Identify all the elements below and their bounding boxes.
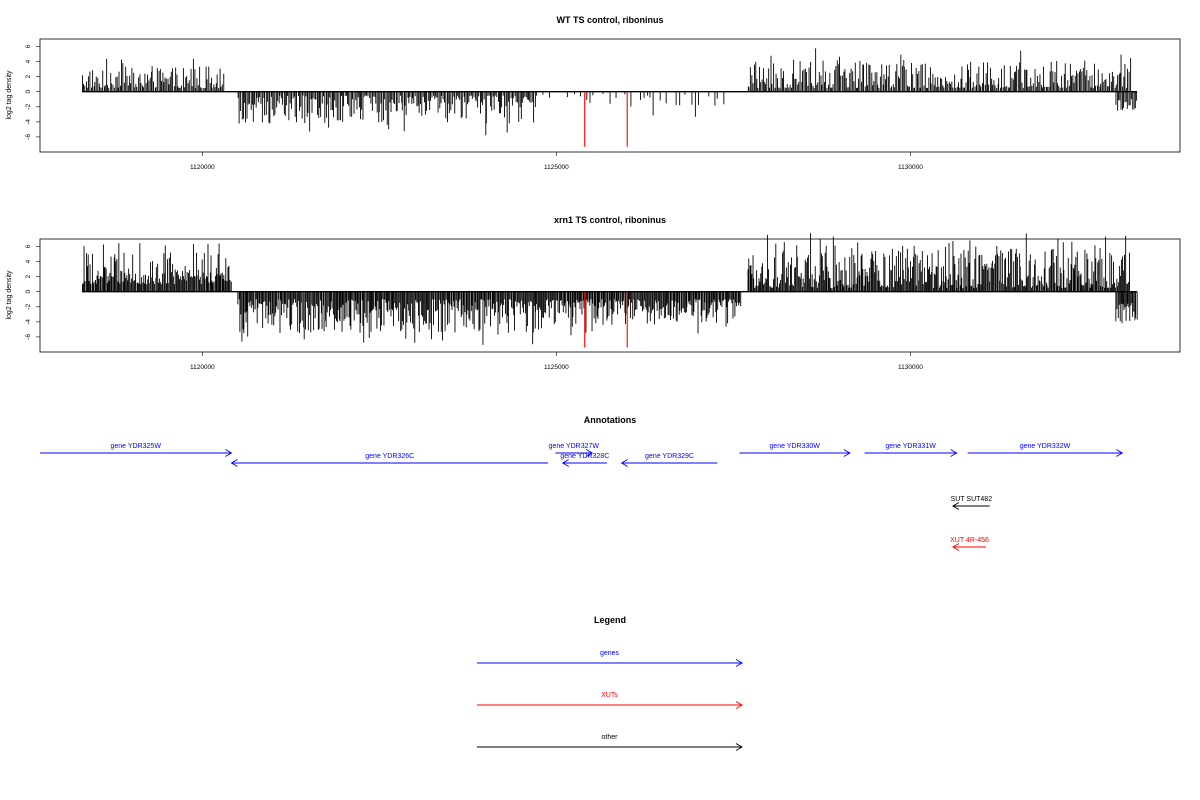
annotation-feature: gene YDR331W	[864, 443, 958, 457]
feature-label: gene YDR326C	[365, 453, 414, 460]
panel-xrn1-y-axis: -6 -4 -2 0 2 4 6	[25, 244, 40, 340]
y-tick-label: -4	[25, 319, 32, 325]
panel-xrn1-title: xrn1 TS control, riboninus	[554, 215, 666, 225]
panel-xrn1-frame	[39, 238, 1181, 353]
y-tick-label: 4	[25, 259, 32, 263]
panel-wt-ylabel: log2 tag density	[6, 70, 13, 120]
annotation-feature: gene YDR327W	[549, 443, 600, 457]
y-tick-label: 6	[25, 44, 32, 48]
annotation-feature: gene YDR329C	[620, 453, 718, 467]
feature-label: gene YDR329C	[645, 453, 694, 460]
panel-wt: WT TS control, riboninus log2 tag densit…	[6, 15, 1181, 171]
y-tick-label: 6	[25, 244, 32, 248]
panel-wt-bars	[82, 48, 1138, 147]
panel-wt-x-axis: 1120000 1125000 1130000	[190, 152, 923, 171]
feature-arrow-head	[1116, 449, 1124, 457]
x-tick-label: 1125000	[544, 364, 569, 371]
feature-arrow-head	[230, 459, 238, 467]
annotations-title: Annotations	[584, 415, 637, 425]
feature-label: gene YDR330W	[769, 443, 820, 450]
y-tick-label: -4	[25, 119, 32, 125]
feature-arrow-head	[843, 449, 851, 457]
legend-arrow-head	[735, 701, 743, 709]
y-tick-label: 0	[25, 290, 32, 294]
panel-wt-y-axis: -6 -4 -2 0 2 4 6	[25, 44, 40, 140]
panel-wt-frame	[39, 38, 1181, 153]
feature-arrow-head	[585, 449, 594, 457]
legend-arrow-head	[735, 743, 743, 751]
annotation-feature: gene YDR328C	[560, 453, 609, 467]
feature-label: gene YDR331W	[885, 443, 936, 450]
y-tick-label: 0	[25, 90, 32, 94]
legend-item: other	[477, 734, 743, 751]
annotation-feature: gene YDR325W	[40, 443, 233, 457]
x-tick-label: 1130000	[898, 364, 923, 371]
panel-xrn1-x-axis: 1120000 1125000 1130000	[190, 352, 923, 371]
feature-arrow-head	[950, 449, 958, 457]
y-tick-label: -6	[25, 334, 32, 340]
feature-arrow-head	[561, 459, 569, 467]
y-tick-label: -2	[25, 304, 32, 310]
feature-label: gene YDR332W	[1020, 443, 1071, 450]
annotation-feature: SUT SUT482	[951, 496, 993, 510]
x-tick-label: 1120000	[190, 364, 215, 371]
feature-label: gene YDR327W	[549, 443, 600, 450]
feature-arrow-head	[952, 543, 960, 551]
x-tick-label: 1125000	[544, 164, 569, 171]
legend-panel: Legend genes XUTs other	[477, 615, 743, 751]
y-tick-label: 4	[25, 59, 32, 63]
x-tick-label: 1120000	[190, 164, 215, 171]
y-tick-label: -2	[25, 104, 32, 110]
y-tick-label: -6	[25, 134, 32, 140]
panel-wt-title: WT TS control, riboninus	[557, 15, 664, 25]
legend-item: genes	[477, 650, 743, 667]
x-tick-label: 1130000	[898, 164, 923, 171]
legend-label: other	[602, 734, 619, 741]
annotation-feature: gene YDR332W	[967, 443, 1124, 457]
y-tick-label: 2	[25, 74, 32, 78]
feature-arrow-head	[620, 459, 628, 467]
legend-arrow-head	[735, 659, 743, 667]
feature-label: XUT 4R-456	[950, 537, 989, 544]
panel-xrn1-ylabel: log2 tag density	[6, 270, 13, 320]
annotation-feature: XUT 4R-456	[950, 537, 989, 551]
legend-title: Legend	[594, 615, 626, 625]
legend-label: genes	[600, 650, 620, 657]
feature-arrow-head	[225, 449, 233, 457]
feature-label: SUT SUT482	[951, 496, 993, 503]
feature-label: gene YDR325W	[110, 443, 161, 450]
panel-xrn1-bars	[82, 233, 1138, 348]
panel-xrn1: xrn1 TS control, riboninus log2 tag dens…	[6, 215, 1181, 371]
feature-arrow-head	[952, 502, 960, 510]
legend-item: XUTs	[477, 692, 743, 709]
annotation-feature: gene YDR326C	[230, 453, 549, 467]
legend-items: genes XUTs other	[477, 650, 743, 751]
y-tick-label: 2	[25, 274, 32, 278]
annotation-features: gene YDR325W gene YDR326C gene YDR327W gene…	[40, 443, 1124, 551]
legend-label: XUTs	[601, 692, 618, 699]
annotation-feature: gene YDR330W	[739, 443, 851, 457]
feature-label: gene YDR328C	[560, 453, 609, 460]
